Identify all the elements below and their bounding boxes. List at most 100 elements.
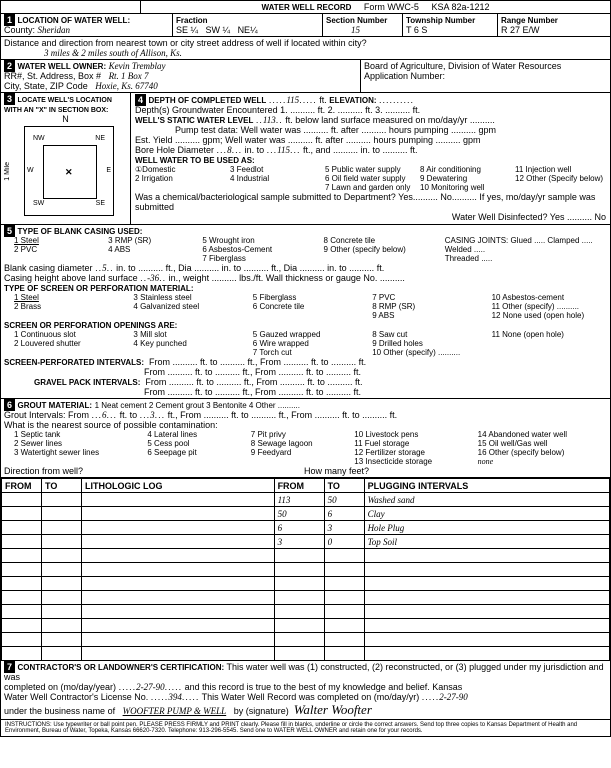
fraction-label: Fraction (176, 16, 208, 25)
form-number: Form WWC-5 (364, 2, 419, 12)
log-cell (82, 619, 275, 633)
casing-item: 2 PVC (14, 245, 104, 254)
log-row: 11350Washed sand (2, 493, 610, 507)
opening-item (133, 348, 248, 357)
opening-item: 7 Torch cut (253, 348, 368, 357)
log-cell (2, 577, 42, 591)
log-cell: 3 (324, 521, 364, 535)
log-cell (364, 619, 609, 633)
log-cell (364, 577, 609, 591)
casing-item (324, 254, 441, 263)
use-item: 6 Oil field water supply (325, 174, 416, 183)
log-cell (274, 549, 324, 563)
range-label: Range Number (501, 16, 558, 25)
casing-item: 8 Concrete tile (324, 236, 441, 245)
township-label: Township Number (406, 16, 475, 25)
log-cell: 6 (324, 507, 364, 521)
log-header: TO (324, 479, 364, 493)
log-cell (2, 619, 42, 633)
log-cell (324, 549, 364, 563)
log-header: TO (42, 479, 82, 493)
screen-grid: 1 Steel3 Stainless steel5 Fiberglass7 PV… (14, 293, 607, 320)
completed-label: completed on (mo/day/year) (4, 682, 116, 692)
log-cell: 50 (274, 507, 324, 521)
contam-item: 12 Fertilizer storage (354, 448, 473, 457)
log-cell (42, 647, 82, 661)
screen-item: 12 None used (open hole) (492, 311, 607, 320)
log-row (2, 577, 610, 591)
log-cell (2, 549, 42, 563)
opening-item (14, 348, 129, 357)
depth-val: 115 (286, 95, 299, 105)
log-row (2, 633, 610, 647)
range-value: R 27 E/W (501, 25, 540, 35)
log-cell (2, 563, 42, 577)
contam-item: 10 Livestock pens (354, 430, 473, 439)
uses-grid: ①Domestic3 Feedlot5 Public water supply8… (135, 165, 606, 192)
use-item (230, 183, 321, 192)
casing-item: CASING JOINTS: Glued ..... Clamped ..... (445, 236, 607, 245)
log-row: 506Clay (2, 507, 610, 521)
log-header: LITHOLOGIC LOG (82, 479, 275, 493)
screen-item: 5 Fiberglass (253, 293, 368, 302)
frac3: NE¼ (238, 25, 258, 35)
sig-val: Walter Woofter (294, 702, 372, 717)
log-cell (82, 535, 275, 549)
pump-label: Pump test data: (175, 125, 238, 135)
log-row: 30Top Soil (2, 535, 610, 549)
county-value: Sheridan (38, 25, 71, 35)
log-cell (82, 549, 275, 563)
log-cell: Hole Plug (364, 521, 609, 535)
static-val: 113 (263, 115, 276, 125)
distance-value: 3 miles & 2 miles south of Allison, Ks. (44, 48, 182, 58)
city-label: City, State, ZIP Code (4, 81, 88, 91)
log-cell (324, 633, 364, 647)
log-cell (324, 591, 364, 605)
log-cell (274, 633, 324, 647)
distance-label: Distance and direction from nearest town… (4, 38, 367, 48)
log-cell (42, 535, 82, 549)
log-row (2, 563, 610, 577)
log-header: FROM (274, 479, 324, 493)
log-row: 63Hole Plug (2, 521, 610, 535)
section-box: NW NE W E SW SE ✕ (24, 126, 114, 216)
log-cell (2, 633, 42, 647)
log-cell (82, 521, 275, 535)
log-cell (82, 563, 275, 577)
gravel-label: GRAVEL PACK INTERVALS: (34, 378, 140, 387)
casing-item: Threaded ..... (445, 254, 607, 263)
ft-label: ft. (319, 95, 327, 105)
opening-item: 3 Mill slot (133, 330, 248, 339)
use-item: 12 Other (Specify below) (515, 174, 606, 183)
opening-item: 11 None (open hole) (492, 330, 607, 339)
cert-text2: and this record is true to the best of m… (185, 682, 463, 692)
casing-item: 1 Steel (14, 236, 104, 245)
section-label: Section Number (326, 16, 387, 25)
use-item: 4 Industrial (230, 174, 321, 183)
form-title: WATER WELL RECORD (261, 3, 351, 12)
log-row (2, 605, 610, 619)
owner-label: WATER WELL OWNER: (18, 62, 107, 71)
log-cell (364, 633, 609, 647)
casing-item: Welded ..... (445, 245, 607, 254)
contam-item: none (478, 457, 607, 466)
log-cell: 3 (274, 535, 324, 549)
log-cell (364, 605, 609, 619)
app-label: Application Number: (364, 71, 445, 81)
log-cell (82, 591, 275, 605)
grout-text: From .......... ft. to .......... ft., F… (180, 410, 397, 420)
log-header-row: FROMTOLITHOLOGIC LOGFROMTOPLUGGING INTER… (2, 479, 610, 493)
opening-item: 6 Wire wrapped (253, 339, 368, 348)
log-cell (42, 493, 82, 507)
log-cell (42, 577, 82, 591)
depths-enc-label: Depth(s) Groundwater Encountered (135, 105, 278, 115)
bore2: 115 (277, 145, 290, 155)
use-item (515, 183, 606, 192)
contam-item: 8 Sewage lagoon (251, 439, 350, 448)
casing-item: 5 Wrought iron (202, 236, 319, 245)
contam-item: 5 Cess pool (147, 439, 246, 448)
log-cell (82, 647, 275, 661)
opening-item: 4 Key punched (133, 339, 248, 348)
log-cell (364, 591, 609, 605)
log-row (2, 647, 610, 661)
